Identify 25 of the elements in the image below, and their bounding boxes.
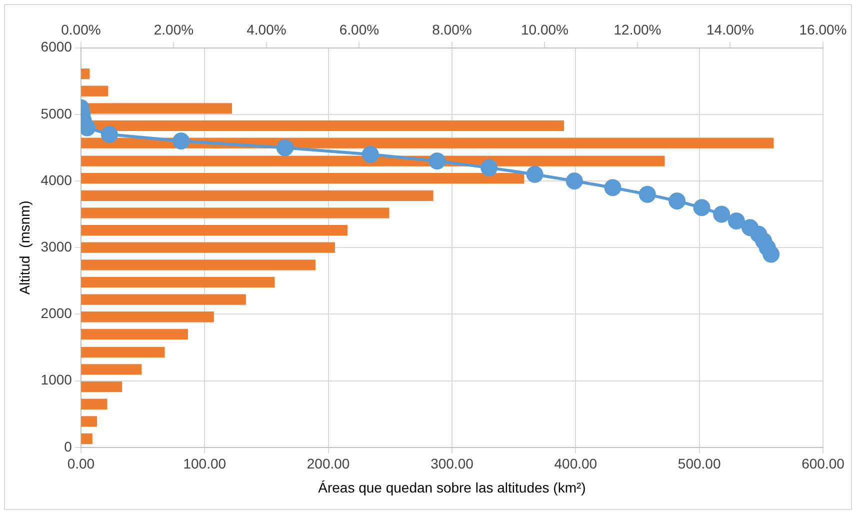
y-tick-label: 6000 <box>40 38 72 55</box>
x2-tick-label: 12.00% <box>614 21 662 38</box>
x2-tick-label: 2.00% <box>154 21 194 38</box>
x-tick-label: 0.00 <box>67 456 95 472</box>
x2-tick-label: 14.00% <box>706 21 754 38</box>
y-tick-label: 5000 <box>40 105 72 122</box>
x2-tick-label: 16.00% <box>799 21 847 38</box>
x2-tick-label: 8.00% <box>432 21 472 38</box>
x-tick-label: 400.00 <box>554 456 598 472</box>
y-tick-label: 2000 <box>40 305 72 322</box>
y-tick-label: 3000 <box>40 238 72 254</box>
x-axis-title: Áreas que quedan sobre las altitudes (km²) <box>318 479 586 496</box>
x2-tick-label: 4.00% <box>246 21 286 38</box>
y-axis-title: Altitud (msnm) <box>16 200 32 295</box>
x-tick-label: 100.00 <box>183 456 226 472</box>
y-tick-label: 1000 <box>40 372 72 388</box>
x2-tick-label: 6.00% <box>339 21 380 38</box>
x-tick-label: 300.00 <box>430 456 474 472</box>
x2-tick-label: 10.00% <box>520 21 568 38</box>
x-tick-label: 500.00 <box>678 456 721 472</box>
y-tick-label: 4000 <box>40 172 72 188</box>
x2-tick-label: 0.00% <box>61 21 101 38</box>
x-tick-label: 200.00 <box>306 456 350 472</box>
y-tick-label: 0 <box>64 438 72 454</box>
x-tick-label: 600.00 <box>802 456 845 472</box>
